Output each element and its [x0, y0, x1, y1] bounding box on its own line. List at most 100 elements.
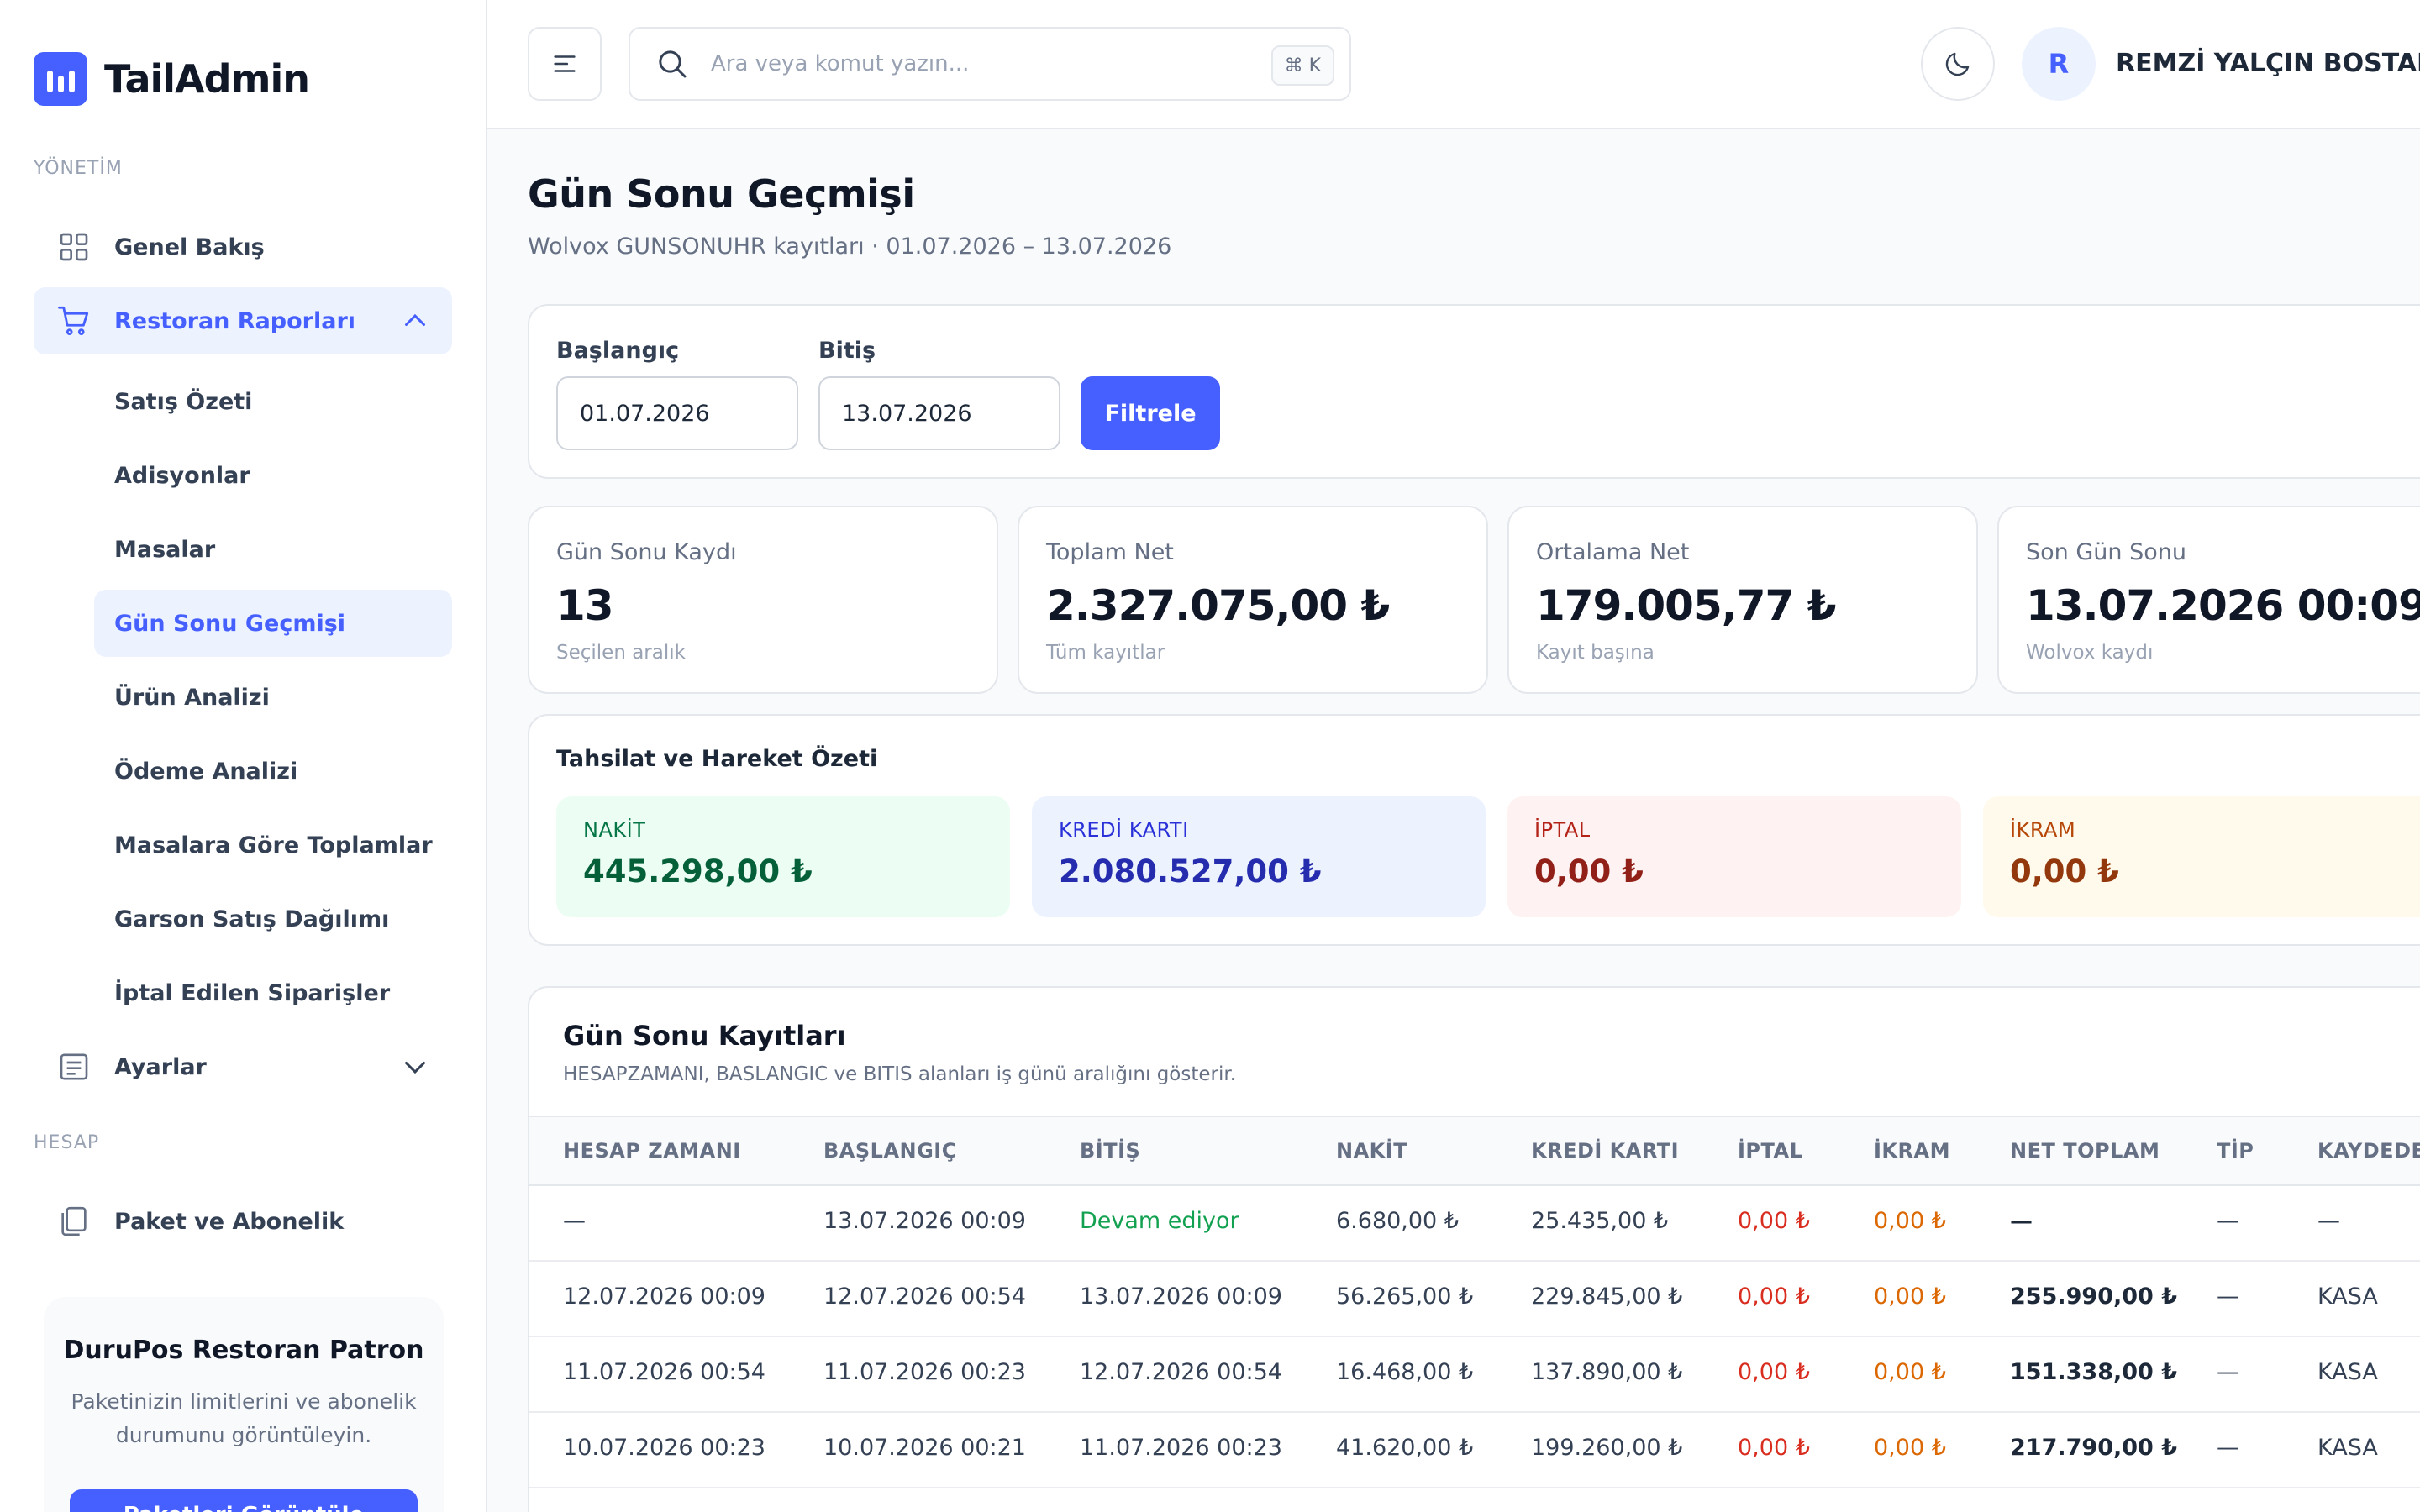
brand-logo[interactable]: TailAdmin	[34, 52, 310, 106]
chevron-up-icon	[405, 313, 425, 326]
sidebar-item-package[interactable]: Paket ve Abonelik	[34, 1188, 452, 1255]
table-cell: —	[2217, 1435, 2239, 1461]
summary-label: NAKİT	[583, 818, 646, 842]
table-cell: KASA	[2317, 1435, 2378, 1461]
sidebar-subitem-waiter-sales[interactable]: Garson Satış Dağılımı	[114, 906, 390, 932]
sidebar-subitem-cancelled-orders[interactable]: İptal Edilen Siparişler	[114, 979, 391, 1006]
records-table-card	[528, 986, 2420, 1512]
stat-label: Ortalama Net	[1536, 539, 1690, 565]
column-header: NET TOPLAM	[2010, 1139, 2160, 1163]
stat-value: 13.07.2026 00:09	[2026, 581, 2420, 630]
stat-card-average-net: Ortalama Net 179.005,77 ₺ Kayıt başına	[1507, 506, 1978, 694]
table-cell: —	[2217, 1208, 2239, 1234]
table-cell: 11.07.2026 00:54	[563, 1359, 765, 1385]
sidebar-subitem-end-of-day-history[interactable]: Gün Sonu Geçmişi	[94, 590, 452, 657]
sidebar-item-label: Ayarlar	[114, 1053, 207, 1080]
table-cell: KASA	[2317, 1284, 2378, 1310]
stat-value: 179.005,77 ₺	[1536, 581, 1837, 630]
stat-hint: Wolvox kaydı	[2026, 642, 2154, 664]
filter-button[interactable]: Filtrele	[1081, 376, 1220, 450]
column-header: KAYDEDEN	[2317, 1139, 2420, 1163]
table-cell: —	[2217, 1284, 2239, 1310]
upgrade-promo-card: DuruPos Restoran Patron Paketinizin limi…	[44, 1297, 444, 1512]
table-cell: —	[2010, 1208, 2033, 1234]
summary-label: KREDİ KARTI	[1059, 818, 1189, 842]
table-cell: 137.890,00 ₺	[1531, 1359, 1683, 1385]
table-row[interactable]: 12.07.2026 00:09 12.07.2026 00:54 13.07.…	[529, 1262, 2420, 1337]
promo-title: DuruPos Restoran Patron	[63, 1336, 424, 1365]
table-cell: 0,00 ₺	[1874, 1284, 1946, 1310]
top-header: Ara veya komut yazın... ⌘ K R REMZİ YALÇ…	[487, 0, 2420, 129]
summary-value: 2.080.527,00 ₺	[1059, 853, 1322, 890]
summary-label: İPTAL	[1534, 818, 1591, 842]
moon-icon	[1945, 52, 1970, 76]
chevron-down-icon	[405, 1062, 425, 1074]
table-cell: 13.07.2026 00:09	[1080, 1284, 1282, 1310]
view-packages-button[interactable]: Paketleri Görüntüle	[70, 1489, 418, 1512]
table-cell: 10.07.2026 00:21	[823, 1435, 1026, 1461]
table-cell: 16.468,00 ₺	[1336, 1359, 1474, 1385]
table-cell: 0,00 ₺	[1738, 1435, 1810, 1461]
sidebar: TailAdmin YÖNETİM Genel Bakış Restoran R…	[0, 0, 487, 1512]
summary-label: İKRAM	[2010, 818, 2076, 842]
table-cell: KASA	[2317, 1359, 2378, 1385]
sidebar-subitem-product-analysis[interactable]: Ürün Analizi	[114, 684, 270, 711]
user-name[interactable]: REMZİ YALÇIN BOSTANCI	[2116, 49, 2420, 78]
logo-icon	[34, 52, 87, 106]
brand-name: TailAdmin	[104, 56, 310, 102]
stat-hint: Kayıt başına	[1536, 642, 1655, 664]
avatar[interactable]: R	[2022, 27, 2096, 101]
table-cell: —	[563, 1208, 586, 1234]
sidebar-subitem-checks[interactable]: Adisyonlar	[114, 462, 250, 489]
table-cell: 56.265,00 ₺	[1336, 1284, 1474, 1310]
sidebar-subitem-table-totals[interactable]: Masalara Göre Toplamlar	[114, 832, 433, 858]
table-cell: —	[2217, 1359, 2239, 1385]
cart-icon	[55, 302, 92, 339]
start-date-label: Başlangıç	[556, 338, 680, 364]
start-date-field[interactable]: 01.07.2026	[556, 376, 798, 450]
summary-treat: İKRAM 0,00 ₺	[1983, 796, 2420, 917]
column-header: İPTAL	[1738, 1139, 1803, 1163]
table-cell: 0,00 ₺	[1874, 1208, 1946, 1234]
theme-toggle-button[interactable]	[1921, 27, 1995, 101]
filter-card	[528, 304, 2420, 479]
sidebar-subitem-sales-summary[interactable]: Satış Özeti	[114, 388, 253, 415]
stat-label: Gün Sonu Kaydı	[556, 539, 737, 565]
table-cell: 0,00 ₺	[1738, 1208, 1810, 1234]
column-header: BAŞLANGIÇ	[823, 1139, 957, 1163]
table-row[interactable]: 10.07.2026 00:23 10.07.2026 00:21 11.07.…	[529, 1413, 2420, 1488]
table-cell: 199.260,00 ₺	[1531, 1435, 1683, 1461]
section-title-account: HESAP	[34, 1132, 100, 1153]
table-cell: 12.07.2026 00:54	[1080, 1359, 1282, 1385]
table-row[interactable]: — 13.07.2026 00:09 Devam ediyor 6.680,00…	[529, 1186, 2420, 1262]
table-cell: 11.07.2026 00:23	[1080, 1435, 1282, 1461]
end-date-field[interactable]: 13.07.2026	[818, 376, 1060, 450]
grid-icon	[55, 228, 92, 265]
stat-label: Toplam Net	[1046, 539, 1174, 565]
summary-cash: NAKİT 445.298,00 ₺	[556, 796, 1010, 917]
table-cell: 229.845,00 ₺	[1531, 1284, 1683, 1310]
search-placeholder: Ara veya komut yazın...	[711, 51, 970, 76]
sidebar-subitem-payment-analysis[interactable]: Ödeme Analizi	[114, 758, 298, 785]
sidebar-item-label: Paket ve Abonelik	[114, 1208, 345, 1235]
column-header: TİP	[2217, 1139, 2254, 1163]
sidebar-item-overview[interactable]: Genel Bakış	[34, 213, 452, 281]
table-header-row: HESAP ZAMANI BAŞLANGIÇ BİTİŞ NAKİT KREDİ…	[529, 1116, 2420, 1186]
sidebar-item-label: Restoran Raporları	[114, 307, 356, 334]
summary-value: 0,00 ₺	[1534, 853, 1644, 890]
stat-hint: Tüm kayıtlar	[1046, 642, 1165, 664]
table-cell: —	[2317, 1208, 2340, 1234]
table-cell: 25.435,00 ₺	[1531, 1208, 1669, 1234]
sidebar-subitem-tables[interactable]: Masalar	[114, 536, 216, 563]
table-cell: 217.790,00 ₺	[2010, 1435, 2177, 1461]
table-cell: 0,00 ₺	[1874, 1359, 1946, 1385]
copy-icon	[55, 1203, 92, 1240]
table-row[interactable]: 11.07.2026 00:54 11.07.2026 00:23 12.07.…	[529, 1337, 2420, 1413]
sidebar-toggle-button[interactable]	[528, 27, 602, 101]
stat-value: 2.327.075,00 ₺	[1046, 581, 1390, 630]
sidebar-item-settings[interactable]: Ayarlar	[34, 1033, 452, 1100]
search-input[interactable]: Ara veya komut yazın... ⌘ K	[629, 27, 1351, 101]
table-cell: 0,00 ₺	[1738, 1359, 1810, 1385]
summary-value: 0,00 ₺	[2010, 853, 2119, 890]
sidebar-item-restaurant-reports[interactable]: Restoran Raporları	[34, 287, 452, 354]
